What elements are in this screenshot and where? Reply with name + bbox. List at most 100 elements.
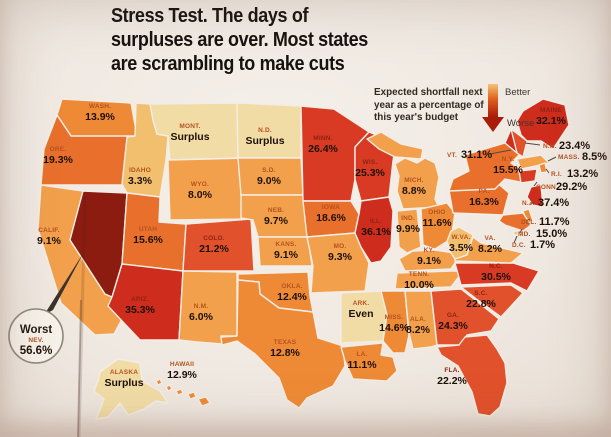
state-MA-abbr: MASS. [558,154,580,161]
state-ME-shape [516,98,570,150]
state-ND-value: Surplus [245,135,284,147]
state-TX-abbr: TEXAS [274,339,297,346]
state-NH-abbr: N.H. [543,143,557,150]
state-HI-shape [165,384,173,392]
state-NE-abbr: NEB. [268,207,284,214]
state-ID-value: 3.3% [128,175,153,187]
state-NH-value: 23.4% [559,140,590,152]
state-KY-value: 9.1% [417,255,442,267]
state-MS-abbr: MISS. [385,314,404,321]
state-NH-shape [510,128,528,158]
state-HI-shape [155,378,163,386]
state-OK-value: 12.4% [277,291,307,303]
state-IL-shape [354,196,394,264]
state-MA-leader-line [547,156,557,162]
callout-bubble [8,308,64,364]
state-DC-shape [513,230,519,236]
state-GA-abbr: GA. [447,312,459,319]
worst-state-callout: Worst NEV. 56.6% [8,252,84,364]
state-AK-abbr: ALASKA [110,369,138,376]
state-MO-value: 9.3% [328,251,353,263]
state-MT-value: Surplus [170,131,209,143]
state-MO-abbr: MO. [334,243,347,250]
state-HI-shape [197,396,211,407]
state-IL-abbr: ILL. [370,218,382,225]
state-UT-value: 15.6% [133,234,163,246]
state-OR-value: 19.3% [43,154,73,166]
state-NY-abbr: N.Y. [502,156,515,163]
state-RI-shape [538,162,548,174]
state-IN-shape [396,208,422,254]
state-DC-leader-line [513,235,518,244]
state-WA-abbr: WASH. [89,103,111,110]
state-HI-shape [187,391,197,400]
state-TX-value: 12.8% [270,347,300,359]
state-IA-value: 18.6% [316,212,346,224]
state-FL-abbr: FLA. [444,367,459,374]
state-PA-value: 16.3% [469,196,499,208]
state-WA-value: 13.9% [85,111,115,123]
callout-worst-label: Worst [20,324,53,336]
state-UT-abbr: UTAH [139,226,157,233]
legend-worse-label: Worse [507,118,534,129]
state-MI-shape [366,131,424,160]
state-LA-value: 11.1% [347,359,377,371]
state-DC-abbr: D.C. [512,242,526,249]
state-CO-abbr: COLO. [203,235,225,242]
state-NE-value: 9.7% [264,215,289,227]
state-TN-shape [394,270,464,290]
state-SC-value: 22.8% [466,298,496,310]
state-OR-abbr: ORE. [50,146,67,153]
state-MN-value: 26.4% [308,143,338,155]
state-VT-value: 31.1% [461,149,492,161]
state-LA-shape [340,342,398,382]
state-MD-leader-line [519,228,523,234]
state-NM-abbr: N.M. [194,303,209,310]
state-KS-value: 9.1% [274,249,299,261]
state-SC-abbr: S.C. [474,290,487,297]
state-NY-value: 15.5% [493,164,523,176]
state-FL-shape [436,334,508,417]
state-SD-value: 9.0% [257,175,282,187]
state-NJ-value: 37.4% [538,197,569,209]
legend-better-label: Better [505,87,530,98]
state-MS-value: 14.6% [379,322,409,334]
state-TX-shape [220,279,346,409]
page-crease [77,195,87,437]
state-VA-shape [454,236,524,264]
east-coast-label-list: VT. 31.1% N.H. 23.4% MASS. 8.5% R.I. 13.2% CONN.… [447,140,607,251]
legend-arrowhead-icon [482,117,504,132]
legend-gradient-bar [488,84,498,117]
state-FL-value: 22.2% [437,375,467,387]
state-AZ-value: 35.3% [125,304,155,316]
state-DE-abbr: DEL. [521,219,537,226]
state-IN-value: 9.9% [396,223,421,235]
callout-state-abbr: NEV. [28,337,43,344]
legend-scale-arrow: Better Worse [482,84,534,132]
state-RI-leader-line [545,168,550,174]
state-CT-value: 29.2% [556,181,587,193]
state-MI-shape [394,157,440,210]
state-LA-abbr: LA. [356,351,367,358]
state-ND-abbr: N.D. [258,127,272,134]
state-DC-value: 1.7% [530,239,555,251]
state-MN-abbr: MINN. [313,135,332,142]
state-WY-value: 8.0% [188,189,213,201]
state-NJ-abbr: N.J. [522,200,535,207]
state-MI-value: 8.8% [402,185,427,197]
state-OK-abbr: OKLA. [281,283,302,290]
state-PA-abbr: PA. [479,188,490,195]
state-NH-leader-line [524,142,541,146]
state-WY-abbr: WYO. [191,181,209,188]
state-AK-value: Surplus [104,377,143,389]
state-AR-abbr: ARK. [353,300,370,307]
state-NJ-shape [526,184,544,208]
state-AZ-abbr: ARIZ. [131,296,149,303]
page-crease-shadow [77,299,82,437]
state-MA-value: 8.5% [582,151,607,163]
state-TN-value: 10.0% [404,279,434,291]
state-GA-shape [430,288,500,346]
state-SD-abbr: S.D. [262,167,275,174]
